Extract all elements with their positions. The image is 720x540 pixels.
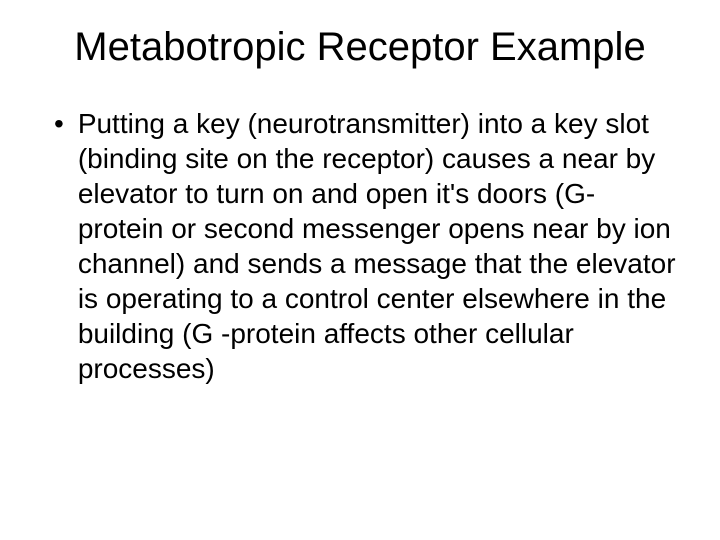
slide-container: Metabotropic Receptor Example • Putting … (0, 0, 720, 540)
bullet-text: Putting a key (neurotransmitter) into a … (78, 106, 680, 386)
slide-title: Metabotropic Receptor Example (40, 24, 680, 70)
bullet-marker: • (54, 106, 64, 141)
bullet-item: • Putting a key (neurotransmitter) into … (54, 106, 680, 386)
slide-body: • Putting a key (neurotransmitter) into … (40, 106, 680, 386)
